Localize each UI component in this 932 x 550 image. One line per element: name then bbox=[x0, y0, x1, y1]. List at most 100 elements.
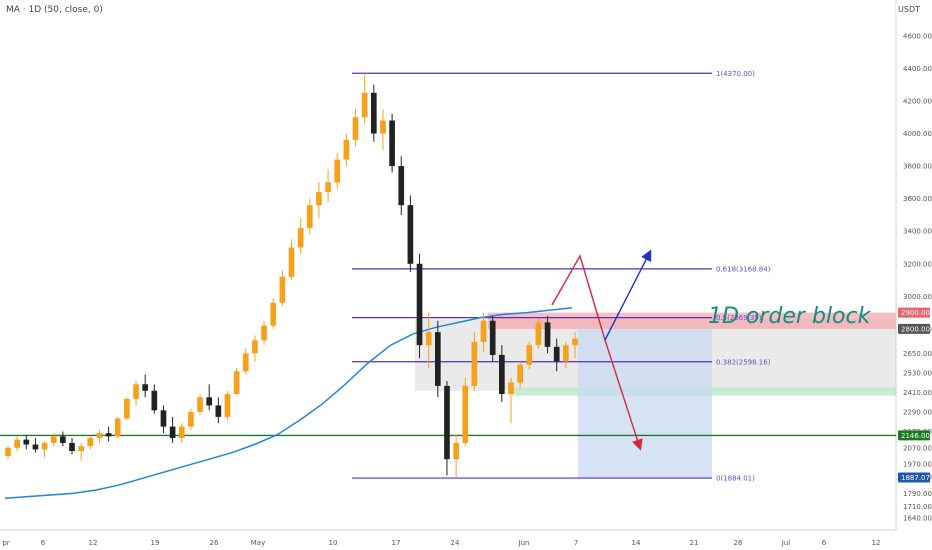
candle-11 bbox=[105, 426, 112, 442]
x-tick-label: pr bbox=[2, 539, 9, 547]
candle-body bbox=[151, 390, 158, 411]
fib-label-1: 0.618(3168.84) bbox=[716, 265, 771, 273]
candle-body bbox=[160, 410, 167, 427]
candle-7 bbox=[69, 438, 75, 455]
fib-label-3: 0.382(2598.16) bbox=[716, 358, 771, 366]
candle-32 bbox=[297, 218, 304, 255]
grid-layer bbox=[0, 0, 897, 531]
candle-body bbox=[261, 325, 267, 341]
x-tick-label: 12 bbox=[89, 539, 98, 547]
candle-14 bbox=[133, 381, 139, 406]
x-tick-label: 26 bbox=[734, 539, 743, 547]
candle-body bbox=[279, 276, 286, 303]
candle-24 bbox=[224, 390, 231, 421]
price-tag-label: 2800.00 bbox=[901, 325, 930, 333]
currency-label[interactable]: USDT bbox=[896, 4, 922, 15]
candle-61 bbox=[563, 341, 569, 368]
candle-60 bbox=[553, 338, 560, 372]
candle-body bbox=[69, 442, 75, 452]
candle-43 bbox=[398, 156, 405, 215]
x-tick-label: 21 bbox=[690, 539, 699, 547]
fib-label-0: 1(4370.00) bbox=[716, 70, 755, 78]
candle-25 bbox=[233, 367, 240, 396]
y-tick-label: 1790.00 bbox=[903, 490, 932, 498]
candle-body bbox=[517, 364, 523, 383]
candle-22 bbox=[206, 384, 213, 411]
y-tick-label: 2410.00 bbox=[903, 389, 932, 397]
candle-37 bbox=[343, 133, 350, 167]
candle-23 bbox=[215, 397, 222, 424]
ma-line bbox=[4, 306, 573, 499]
candle-body bbox=[453, 442, 459, 460]
candle-52 bbox=[480, 312, 487, 352]
candle-body bbox=[352, 117, 359, 141]
price-tag-2: 2146.00 bbox=[898, 430, 930, 441]
candle-21 bbox=[197, 394, 203, 416]
candle-body bbox=[14, 439, 20, 448]
price-tag-3: 1887.07 bbox=[898, 472, 930, 483]
price-tag-bg bbox=[898, 323, 930, 334]
candle-body bbox=[178, 426, 185, 439]
candle-body bbox=[508, 382, 514, 395]
candle-body bbox=[489, 320, 496, 355]
price-axis[interactable]: 4600.00 4400.00 4200.00 4000.00 3800.00 3600.… bbox=[903, 32, 932, 522]
x-tick-label: May bbox=[251, 539, 265, 547]
projection-arrows-layer bbox=[551, 249, 652, 451]
candle-body bbox=[188, 411, 194, 427]
candle-body bbox=[535, 322, 542, 346]
candle-body bbox=[142, 384, 149, 391]
candle-body bbox=[5, 447, 11, 456]
candle-body bbox=[361, 92, 368, 118]
x-tick-label: 14 bbox=[632, 539, 641, 547]
candle-body bbox=[526, 345, 533, 365]
red-arrow-down bbox=[604, 339, 643, 451]
candle-45 bbox=[416, 254, 423, 359]
x-tick-label: 6 bbox=[41, 539, 46, 547]
candle-5 bbox=[50, 433, 57, 447]
candle-48 bbox=[444, 381, 450, 476]
candle-body bbox=[41, 442, 48, 450]
y-tick-label: 1640.00 bbox=[903, 514, 932, 522]
price-tag-label: 2900.00 bbox=[901, 309, 930, 317]
candle-4 bbox=[41, 441, 48, 458]
candle-body bbox=[334, 159, 341, 183]
x-tick-label: 7 bbox=[574, 539, 578, 547]
candle-body bbox=[78, 446, 84, 452]
candle-body bbox=[544, 322, 551, 347]
candle-body bbox=[252, 340, 258, 354]
candle-body bbox=[297, 227, 304, 248]
candle-body bbox=[480, 320, 487, 342]
order-block-label: 1D order block bbox=[708, 304, 872, 329]
candle-body bbox=[499, 354, 505, 395]
candle-body bbox=[60, 436, 66, 443]
candle-19 bbox=[178, 423, 185, 443]
y-tick-label: 3200.00 bbox=[903, 260, 932, 268]
y-tick-label: 2070.00 bbox=[903, 444, 932, 452]
price-tag-bg bbox=[898, 472, 930, 483]
candle-body bbox=[425, 332, 432, 346]
candle-body bbox=[233, 371, 240, 395]
candle-body bbox=[50, 436, 57, 443]
candle-59 bbox=[544, 315, 551, 354]
time-axis[interactable]: pr 6 12 19 26 May 10 17 24 Jun 7 14 21 26 Jul 6 12 bbox=[2, 539, 880, 547]
y-tick-label: 4400.00 bbox=[903, 65, 932, 73]
candle-body bbox=[370, 92, 377, 134]
candle-8 bbox=[78, 442, 84, 461]
red-path bbox=[551, 254, 606, 341]
candle-body bbox=[242, 353, 249, 372]
y-tick-label: 3400.00 bbox=[903, 228, 932, 236]
candle-body bbox=[572, 338, 578, 346]
candle-body bbox=[206, 397, 213, 406]
y-tick-label: 4600.00 bbox=[903, 32, 932, 40]
x-tick-label: 12 bbox=[872, 539, 881, 547]
x-tick-label: 6 bbox=[822, 539, 827, 547]
candle-57 bbox=[526, 341, 533, 370]
candle-body bbox=[169, 426, 176, 439]
candle-56 bbox=[517, 361, 523, 388]
x-tick-label: 26 bbox=[210, 539, 219, 547]
candle-41 bbox=[380, 109, 386, 150]
price-tag-bg bbox=[898, 307, 930, 318]
candle-0 bbox=[5, 446, 11, 460]
y-tick-label: 2290.00 bbox=[903, 408, 932, 416]
